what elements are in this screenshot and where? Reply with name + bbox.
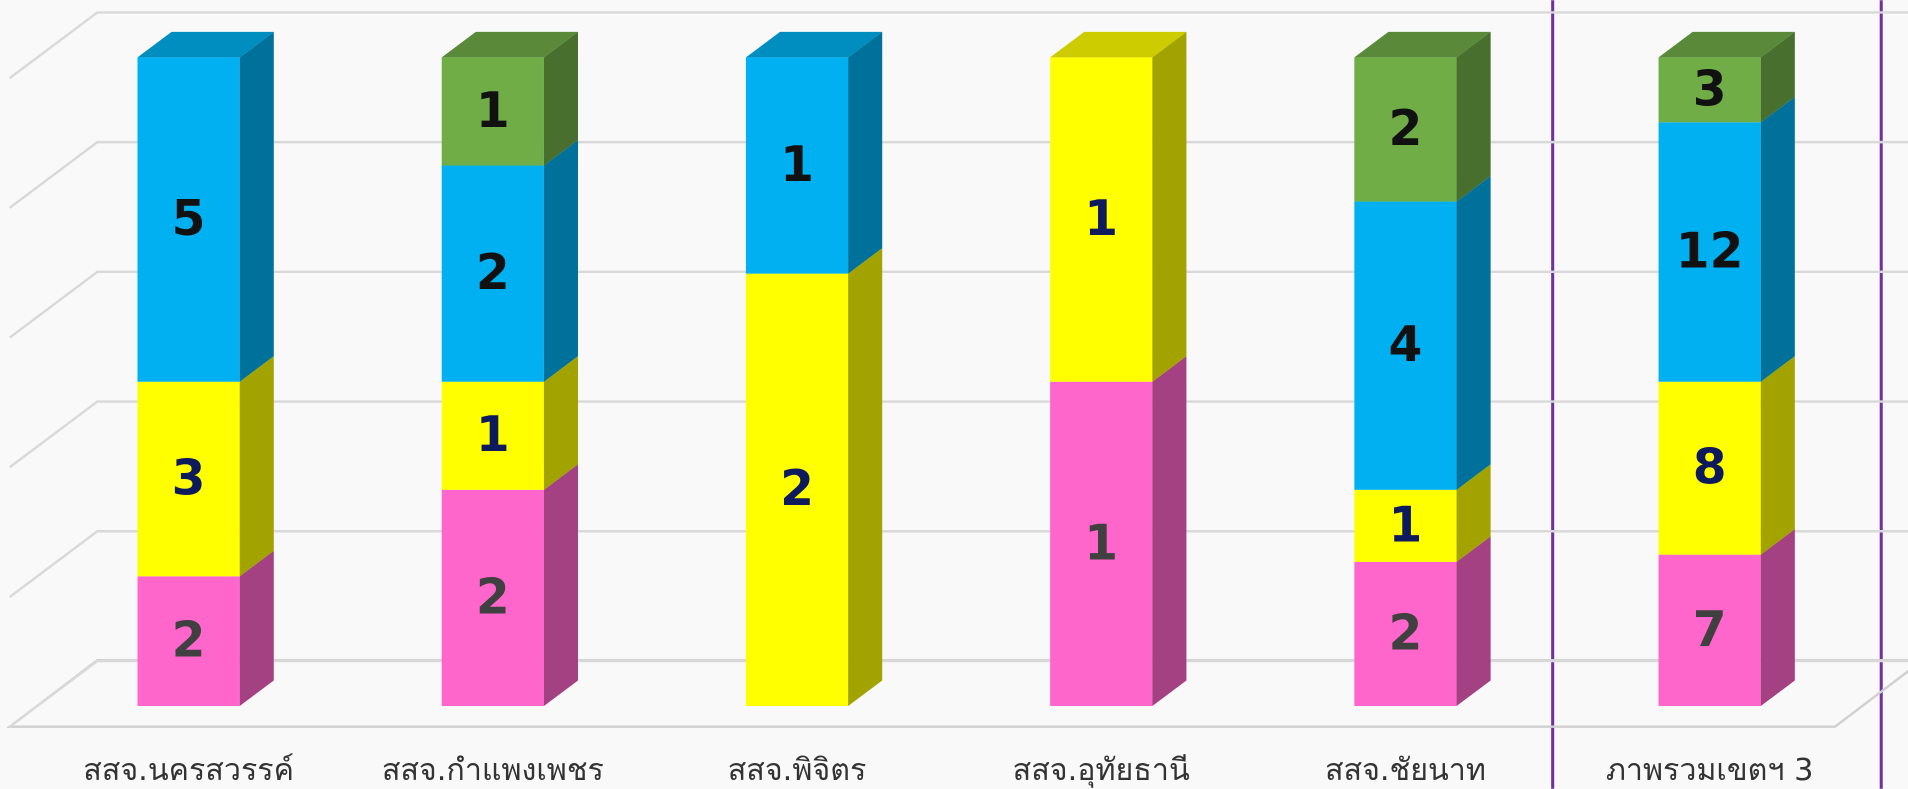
data-label: 3 [172, 450, 206, 506]
data-label: 1 [476, 407, 510, 463]
grid-line [9, 140, 1908, 209]
bar-front [441, 381, 544, 490]
bar-side [1760, 31, 1795, 123]
data-label: 7 [1693, 602, 1727, 658]
data-label: 1 [1084, 191, 1118, 247]
bar-front [1050, 381, 1153, 707]
bar-front [745, 273, 849, 707]
bar-segment [1354, 464, 1491, 562]
bar-side [848, 31, 883, 274]
grid-line [9, 11, 1908, 80]
bar-side [1456, 536, 1491, 707]
bar-side [1456, 31, 1491, 202]
bar-front [1354, 57, 1457, 202]
bar-segment [1354, 536, 1491, 707]
data-label: 2 [780, 461, 814, 517]
bar-segment [1354, 176, 1491, 490]
bar-front [441, 489, 544, 707]
bar-segment [1354, 31, 1491, 202]
grid-line [9, 270, 1908, 339]
data-label: 12 [1676, 223, 1744, 279]
x-tick-label: สสจ.อุทัยธานี [1013, 753, 1190, 789]
bar-side [543, 356, 578, 490]
data-label: 1 [1084, 515, 1118, 571]
bar-side [239, 356, 274, 577]
bar-top [1050, 31, 1187, 58]
data-label: 1 [1389, 497, 1423, 553]
bar-side [543, 464, 578, 707]
bar-segment [441, 139, 578, 382]
grid-line [9, 659, 1908, 728]
bar-side [1456, 176, 1491, 490]
bar-front [137, 381, 240, 577]
bar-top [441, 31, 578, 58]
bar-side [239, 31, 274, 382]
bar-front [137, 57, 240, 382]
bar-segment [137, 550, 274, 707]
bar-segment [745, 31, 883, 274]
bar-front [137, 576, 240, 707]
bar-top [1354, 31, 1491, 58]
data-label: 2 [476, 245, 510, 301]
bar-front [441, 165, 544, 382]
bar-segment [745, 248, 883, 707]
bar-front [1354, 201, 1457, 490]
x-tick-label: ภาพรวมเขตฯ 3 [1606, 753, 1814, 788]
bar-front [441, 57, 544, 166]
bar-segment [1050, 356, 1187, 707]
bar-side [1760, 96, 1795, 382]
bar-side [1456, 464, 1491, 562]
bar-side [1760, 356, 1795, 555]
bar-front [1658, 381, 1761, 555]
data-label: 8 [1693, 440, 1727, 496]
bar-segment [1658, 529, 1795, 707]
data-label: 3 [1693, 61, 1727, 117]
grid-line [9, 400, 1908, 469]
x-tick-label: สสจ.นครสวรรค์ [83, 753, 294, 788]
data-label: 1 [476, 83, 510, 139]
x-tick-label: สสจ.กำแพงเพชร [382, 753, 604, 788]
bar-segment [1658, 356, 1795, 555]
x-tick-label: สสจ.พิจิตร [728, 753, 867, 788]
bar-top [1658, 31, 1795, 58]
bar-segment [1658, 31, 1795, 123]
bar-segment [1050, 31, 1187, 382]
bar-front [1658, 57, 1761, 123]
bar-side [239, 550, 274, 707]
data-label: 1 [780, 137, 814, 193]
bar-front [1354, 561, 1457, 707]
x-tick-label: สสจ.ชัยนาท [1325, 753, 1486, 788]
bar-side [1760, 529, 1795, 707]
grid-line [9, 530, 1908, 598]
bar-front [1658, 554, 1761, 707]
bar-segment [441, 464, 578, 707]
data-label: 2 [172, 613, 206, 669]
data-label: 2 [1389, 101, 1423, 157]
bar-side [1152, 31, 1187, 382]
bar-front [745, 57, 849, 274]
bar-front [1354, 489, 1457, 562]
data-label: 4 [1389, 317, 1423, 373]
bar-top [745, 31, 883, 58]
data-label: 2 [1389, 605, 1423, 661]
bar-segment [441, 356, 578, 490]
bar-segment [1658, 96, 1795, 382]
bar-side [543, 31, 578, 166]
data-label: 5 [172, 191, 206, 247]
bar-side [848, 248, 883, 707]
bar-front [1658, 122, 1761, 382]
bar-segment [137, 356, 274, 577]
bar-side [1152, 356, 1187, 707]
bar-segment [137, 31, 274, 382]
data-label: 2 [476, 569, 510, 625]
bar-segment [441, 31, 578, 166]
bar-front [1050, 57, 1153, 382]
bar-side [543, 139, 578, 382]
bar-top [137, 31, 274, 58]
